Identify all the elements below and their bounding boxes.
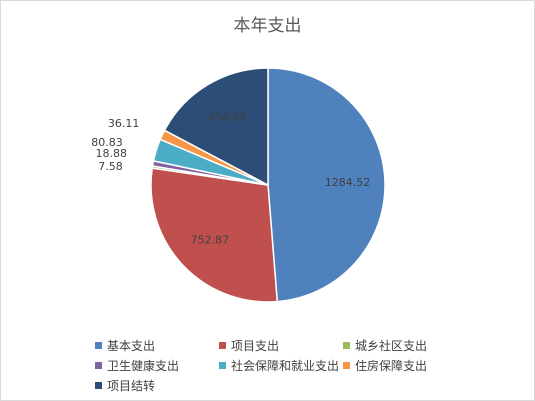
legend-item-basic: 基本支出 — [95, 337, 219, 353]
slice-data-label: 18.88 — [95, 147, 127, 160]
legend-item-social-security: 社会保障和就业支出 — [219, 357, 343, 373]
legend-swatch — [95, 381, 102, 389]
legend-swatch — [343, 341, 350, 349]
legend-label: 项目支出 — [231, 338, 280, 353]
slice-data-label: 1284.52 — [325, 176, 371, 189]
slice-data-label: 80.83 — [91, 136, 123, 149]
legend-label: 住房保障支出 — [355, 358, 428, 373]
pie-slice — [267, 67, 386, 303]
chart-title: 本年支出 — [233, 16, 302, 36]
legend-swatch — [219, 341, 226, 349]
pie-slice — [163, 67, 269, 187]
legend: 基本支出 项目支出 城乡社区支出 卫生健康支出 社会保障和就业支出 住房保障支出… — [95, 337, 515, 393]
slice-data-label: 36.11 — [108, 117, 140, 130]
legend-label: 卫生健康支出 — [107, 358, 180, 373]
legend-item-housing: 住房保障支出 — [343, 357, 463, 373]
legend-swatch — [95, 341, 102, 349]
slice-data-label: 7.58 — [98, 160, 123, 173]
slice-data-label: 454.84 — [208, 111, 247, 124]
slice-data-label: 752.87 — [191, 233, 230, 246]
legend-label: 项目结转 — [107, 378, 156, 393]
legend-swatch — [343, 361, 350, 369]
legend-swatch — [219, 361, 226, 369]
legend-item-health: 卫生健康支出 — [95, 357, 219, 373]
legend-label: 社会保障和就业支出 — [231, 358, 340, 373]
legend-label: 城乡社区支出 — [355, 338, 428, 353]
legend-label: 基本支出 — [107, 338, 156, 353]
legend-item-project: 项目支出 — [219, 337, 343, 353]
legend-item-urban-rural: 城乡社区支出 — [343, 337, 463, 353]
legend-item-carryover: 项目结转 — [95, 377, 219, 393]
legend-swatch — [95, 361, 102, 369]
pie-slice — [150, 167, 279, 303]
